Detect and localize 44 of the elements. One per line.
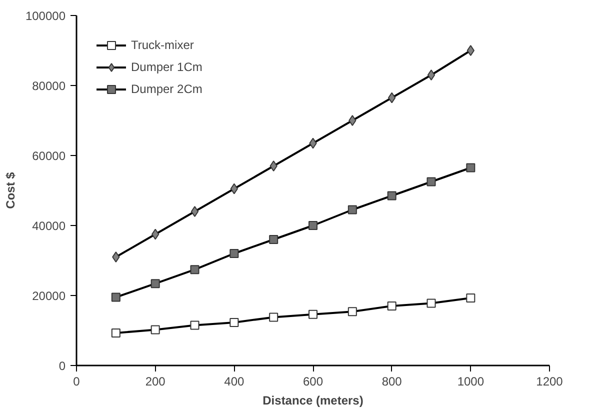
y-tick-label: 0 bbox=[58, 359, 66, 373]
point bbox=[427, 70, 436, 80]
x-tick-label: 400 bbox=[224, 374, 245, 388]
point bbox=[426, 298, 436, 308]
x-tick-label: 1200 bbox=[536, 374, 564, 388]
point bbox=[230, 249, 239, 258]
point bbox=[348, 115, 356, 126]
point bbox=[190, 320, 200, 330]
y-tick-label: 20000 bbox=[32, 289, 66, 303]
point bbox=[466, 45, 474, 56]
point bbox=[466, 293, 476, 302]
legend-label: Dumper 1Cm bbox=[131, 60, 202, 74]
y-tick-label: 60000 bbox=[32, 149, 66, 163]
point bbox=[112, 252, 120, 262]
x-tick-label: 200 bbox=[145, 374, 166, 388]
point bbox=[269, 312, 278, 322]
point bbox=[348, 205, 357, 214]
point bbox=[190, 265, 200, 274]
y-tick-label: 40000 bbox=[32, 219, 66, 233]
point bbox=[387, 302, 396, 310]
point bbox=[426, 177, 436, 186]
x-axis-title: Distance (meters) bbox=[262, 394, 364, 408]
point bbox=[387, 191, 396, 200]
point bbox=[190, 206, 199, 217]
point bbox=[111, 292, 120, 302]
x-tick-label: 1000 bbox=[457, 374, 484, 388]
y-tick-label: 80000 bbox=[32, 79, 66, 93]
point bbox=[150, 279, 160, 288]
point bbox=[230, 318, 239, 327]
point bbox=[308, 310, 318, 319]
point bbox=[111, 328, 120, 338]
legend-label: Dumper 2Cm bbox=[131, 82, 202, 96]
point bbox=[150, 325, 160, 334]
point bbox=[308, 221, 318, 230]
point bbox=[270, 160, 278, 172]
point bbox=[466, 163, 476, 172]
point bbox=[348, 307, 357, 316]
legend-label: Truck-mixer bbox=[131, 38, 194, 52]
point bbox=[269, 235, 278, 244]
y-tick-label: 100000 bbox=[25, 9, 66, 23]
y-axis-title: Cost $ bbox=[3, 172, 18, 209]
x-tick-label: 0 bbox=[73, 374, 80, 388]
x-tick-label: 600 bbox=[302, 374, 324, 388]
x-tick-label: 800 bbox=[382, 374, 402, 388]
